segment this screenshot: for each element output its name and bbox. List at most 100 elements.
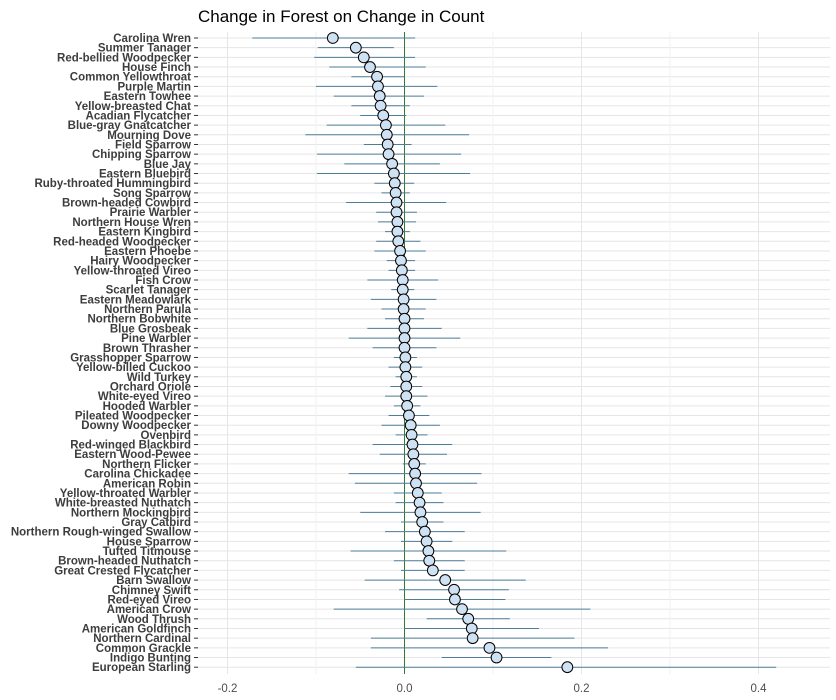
y-axis-label: Red-winged Blackbird	[70, 440, 191, 452]
y-axis-label: House Finch	[122, 62, 191, 74]
y-axis-label: Brown-headed Nuthatch	[58, 556, 191, 568]
estimate-point	[400, 370, 413, 383]
y-axis-label: Common Yellowthroat	[70, 72, 191, 84]
estimate-point	[418, 525, 431, 538]
estimate-point	[398, 341, 411, 354]
estimate-point	[386, 157, 399, 170]
y-axis-label: Ruby-throated Hummingbird	[34, 178, 191, 190]
estimate-point	[404, 419, 417, 432]
estimate-point	[387, 167, 400, 180]
estimate-point	[389, 186, 402, 199]
y-axis-label: Eastern Meadowlark	[80, 294, 192, 306]
y-axis-label: Red-bellied Woodpecker	[57, 52, 192, 64]
y-axis-label: Eastern Bluebird	[99, 169, 191, 181]
estimate-point	[357, 51, 370, 64]
estimate-point	[410, 477, 422, 490]
y-axis-label: Downy Woodpecker	[81, 420, 191, 432]
y-axis-label: Eastern Kingbird	[98, 227, 191, 239]
y-axis-label: American Robin	[103, 478, 191, 490]
y-axis-label: American Goldfinch	[82, 623, 191, 635]
y-axis-label: Wild Turkey	[127, 372, 192, 384]
estimate-point	[490, 651, 503, 664]
estimate-point	[456, 603, 468, 616]
y-axis-label: Yellow-throated Warbler	[60, 488, 192, 500]
y-axis-label: Yellow-throated Vireo	[74, 265, 191, 277]
chart-title: Change in Forest on Change in Count	[198, 7, 485, 26]
y-axis-label: Chipping Sparrow	[92, 149, 191, 161]
y-axis-label: Hooded Warbler	[103, 401, 192, 413]
y-axis-label: Fish Crow	[135, 275, 191, 287]
estimate-point	[483, 641, 496, 654]
x-tick-label: 0.4	[751, 683, 768, 695]
y-axis-label: Carolina Wren	[113, 33, 191, 45]
y-axis-label: Carolina Chickadee	[84, 469, 191, 481]
x-tick-label: 0.2	[574, 683, 590, 695]
estimate-point	[374, 99, 387, 112]
estimate-point	[399, 361, 412, 374]
estimate-point	[392, 235, 405, 248]
estimate-point	[403, 409, 415, 422]
estimate-point	[411, 487, 424, 499]
y-axis-label: Mourning Dove	[107, 130, 191, 142]
x-tick-label: -0.2	[218, 683, 238, 695]
y-axis-label: Eastern Phoebe	[104, 246, 191, 258]
estimate-point	[416, 516, 429, 528]
y-axis-label: Yellow-billed Cuckoo	[76, 362, 191, 374]
estimate-point	[561, 661, 574, 674]
y-axis-label: Purple Martin	[118, 81, 191, 93]
y-axis-label: Blue Grosbeak	[110, 323, 192, 335]
estimate-point	[420, 535, 433, 548]
y-axis-label: Northern Mockingbird	[71, 507, 191, 519]
y-axis-label: Red-headed Woodpecker	[53, 236, 191, 248]
y-axis-label: Yellow-breasted Chat	[75, 101, 191, 113]
estimate-point	[465, 622, 478, 635]
estimate-point	[405, 428, 418, 441]
estimate-point	[394, 245, 406, 257]
estimate-point	[396, 283, 409, 296]
estimate-point	[414, 506, 427, 519]
y-axis-label: Barn Swallow	[116, 575, 191, 587]
y-axis-label: Tufted Titmouse	[103, 546, 191, 558]
estimate-point	[380, 119, 392, 132]
confidence-intervals	[252, 37, 777, 668]
estimate-point	[406, 438, 419, 451]
estimate-point	[439, 574, 452, 586]
estimate-point	[409, 467, 422, 480]
y-axis-label: American Crow	[107, 604, 191, 616]
estimate-point	[462, 612, 475, 625]
y-axis-label: Scarlet Tanager	[106, 285, 192, 297]
estimate-point	[407, 448, 420, 461]
estimate-point	[372, 80, 384, 93]
y-axis-label: Summer Tanager	[98, 43, 192, 55]
y-axis-label: Indigo Bunting	[110, 653, 191, 665]
estimate-point	[390, 206, 403, 219]
y-axis-label: Field Sparrow	[115, 139, 191, 151]
estimate-point	[400, 390, 413, 403]
estimate-point	[395, 264, 408, 277]
estimate-point	[326, 32, 339, 44]
y-axis-label: Northern Cardinal	[93, 633, 191, 645]
y-axis-label: Chimney Swift	[112, 585, 191, 597]
estimate-point	[408, 458, 421, 470]
estimate-point	[371, 70, 383, 83]
estimate-point	[398, 332, 411, 344]
estimate-point	[364, 61, 376, 73]
y-axis-label: Blue-gray Gnatcatcher	[68, 120, 192, 132]
estimate-point	[377, 109, 390, 122]
estimate-point	[382, 148, 395, 161]
estimate-point	[466, 632, 479, 645]
grid	[198, 32, 830, 674]
y-axis-label: Wood Thrush	[117, 614, 191, 626]
y-axis-label: Northern Parula	[104, 304, 192, 316]
y-axis-label: Northern Rough-winged Swallow	[11, 527, 191, 539]
y-axis-label: Blue Jay	[144, 159, 192, 171]
y-axis-label: Grasshopper Sparrow	[70, 352, 191, 364]
estimate-point	[397, 303, 410, 315]
y-axis-label: Northern Flicker	[102, 459, 191, 471]
estimate-point	[349, 41, 362, 54]
y-axis-label: Ovenbird	[141, 430, 191, 442]
point-estimates	[326, 32, 574, 674]
y-axis-label: Northern Bobwhite	[88, 314, 192, 326]
y-axis-label: Pine Warbler	[121, 333, 191, 345]
